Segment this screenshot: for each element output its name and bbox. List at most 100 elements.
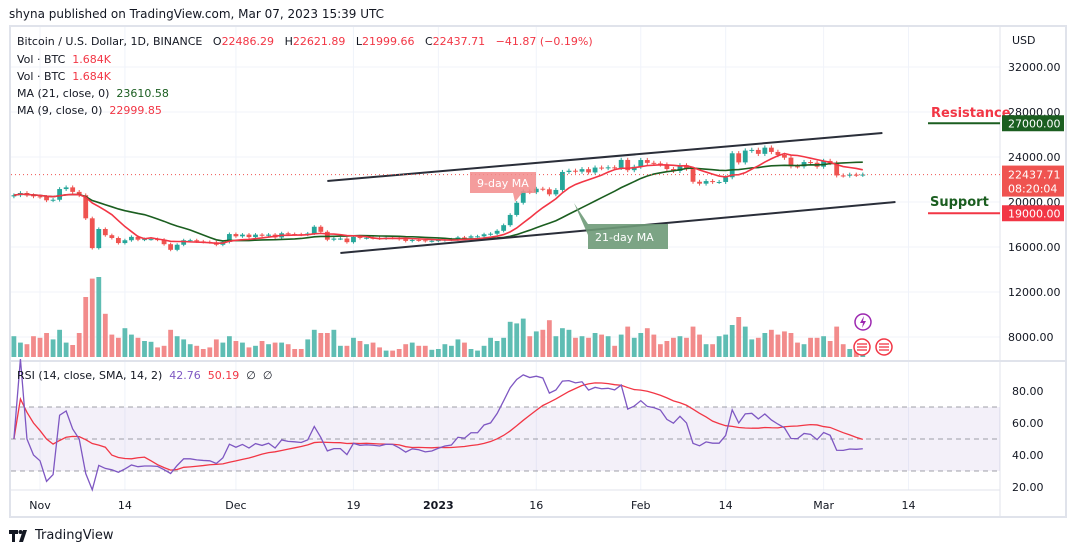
candle[interactable] — [742, 150, 748, 163]
candle[interactable] — [768, 147, 774, 152]
candle[interactable] — [422, 240, 428, 242]
candle[interactable] — [481, 234, 487, 237]
candle[interactable] — [168, 244, 174, 250]
candle[interactable] — [462, 237, 467, 239]
candle[interactable] — [710, 181, 716, 183]
candle[interactable] — [736, 153, 742, 163]
candle[interactable] — [357, 236, 363, 238]
candle[interactable] — [697, 181, 702, 184]
candle[interactable] — [240, 234, 245, 237]
candle[interactable] — [11, 195, 17, 197]
candle[interactable] — [338, 238, 343, 240]
candle[interactable] — [795, 166, 800, 168]
candle[interactable] — [194, 240, 200, 242]
candle[interactable] — [579, 169, 585, 172]
candle[interactable] — [50, 199, 56, 201]
candle[interactable] — [31, 195, 36, 197]
candle[interactable] — [122, 240, 128, 244]
candle[interactable] — [546, 189, 552, 195]
candle[interactable] — [246, 234, 252, 238]
candle[interactable] — [187, 240, 193, 242]
candle[interactable] — [148, 239, 154, 241]
upper-channel-trendline[interactable] — [327, 132, 883, 182]
candle[interactable] — [586, 169, 591, 173]
candle[interactable] — [44, 196, 49, 201]
ma9-legend[interactable]: MA (9, close, 0) 22999.85 — [17, 104, 162, 117]
candle[interactable] — [129, 236, 134, 241]
candle[interactable] — [351, 236, 356, 243]
candle[interactable] — [161, 239, 167, 245]
candle[interactable] — [703, 181, 709, 184]
candle[interactable] — [540, 188, 546, 190]
candle[interactable] — [729, 153, 735, 178]
candle[interactable] — [723, 177, 729, 182]
candle[interactable] — [494, 230, 500, 234]
candle[interactable] — [468, 236, 474, 238]
candle[interactable] — [233, 234, 239, 237]
candle[interactable] — [488, 233, 493, 235]
candle[interactable] — [57, 189, 63, 200]
candle[interactable] — [782, 154, 787, 158]
candle[interactable] — [429, 240, 435, 242]
candle[interactable] — [331, 238, 337, 240]
ma21-legend[interactable]: MA (21, close, 0) 23610.58 — [17, 87, 169, 100]
candle[interactable] — [599, 167, 604, 169]
candle[interactable] — [560, 171, 565, 190]
candle[interactable] — [716, 181, 722, 183]
candle[interactable] — [612, 167, 618, 169]
candle[interactable] — [285, 233, 291, 235]
candle[interactable] — [311, 226, 317, 234]
candle[interactable] — [677, 165, 683, 171]
rsi-ma-line[interactable] — [13, 382, 863, 471]
candle[interactable] — [651, 162, 657, 164]
candle[interactable] — [83, 195, 89, 219]
candle[interactable] — [847, 174, 853, 176]
candle[interactable] — [671, 169, 676, 171]
candle[interactable] — [605, 167, 611, 169]
candle[interactable] — [618, 159, 624, 168]
candle[interactable] — [533, 188, 539, 193]
candle[interactable] — [115, 238, 121, 244]
candle[interactable] — [253, 234, 258, 238]
candle[interactable] — [834, 162, 840, 176]
ma9-line[interactable] — [13, 152, 863, 245]
candle[interactable] — [520, 191, 526, 203]
candle[interactable] — [501, 225, 507, 231]
candle[interactable] — [808, 162, 813, 164]
candle[interactable] — [553, 189, 559, 195]
candle[interactable] — [684, 165, 689, 169]
candle[interactable] — [226, 234, 232, 242]
candle[interactable] — [259, 234, 265, 236]
candle[interactable] — [592, 167, 598, 173]
candle[interactable] — [573, 170, 578, 172]
candle[interactable] — [625, 159, 631, 171]
candle[interactable] — [403, 239, 409, 241]
candle[interactable] — [514, 202, 520, 215]
candle[interactable] — [435, 240, 441, 242]
candle[interactable] — [70, 187, 76, 192]
candle[interactable] — [135, 236, 141, 240]
candle[interactable] — [416, 239, 422, 241]
candle[interactable] — [775, 151, 781, 155]
candle[interactable] — [109, 235, 115, 238]
candle[interactable] — [344, 238, 350, 243]
candle[interactable] — [181, 240, 187, 245]
candle[interactable] — [174, 244, 180, 250]
candle[interactable] — [507, 214, 513, 226]
symbol-name[interactable]: Bitcoin / U.S. Dollar, 1D, BINANCE — [17, 35, 203, 48]
vol-legend-2[interactable]: Vol · BTC 1.684K — [17, 70, 111, 83]
candle[interactable] — [266, 234, 271, 236]
candle[interactable] — [755, 149, 761, 154]
candle[interactable] — [364, 237, 369, 239]
candle[interactable] — [566, 170, 572, 172]
candle[interactable] — [853, 174, 859, 176]
candle[interactable] — [860, 174, 866, 176]
candle[interactable] — [638, 160, 644, 167]
vol-legend-1[interactable]: Vol · BTC 1.684K — [17, 53, 111, 66]
candle[interactable] — [690, 168, 696, 182]
candle[interactable] — [840, 175, 846, 177]
candle[interactable] — [63, 187, 69, 190]
candle[interactable] — [318, 226, 324, 232]
candle[interactable] — [96, 229, 102, 249]
